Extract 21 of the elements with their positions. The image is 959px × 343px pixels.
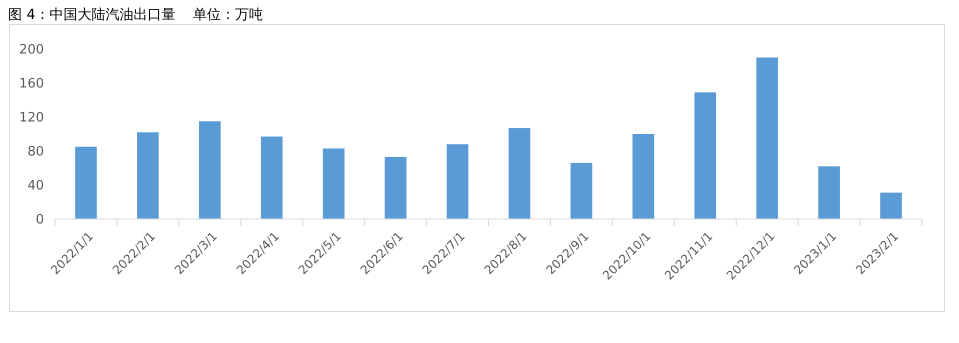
bar xyxy=(694,92,716,219)
bar xyxy=(508,128,530,219)
y-tick-label: 40 xyxy=(27,178,44,194)
bar xyxy=(75,146,97,219)
bar xyxy=(818,166,840,219)
bar xyxy=(260,136,283,219)
bar xyxy=(446,144,468,219)
y-tick-label: 80 xyxy=(27,144,44,160)
y-tick-label: 160 xyxy=(19,76,44,92)
bar xyxy=(198,121,221,219)
chart-title: 图 4：中国大陆汽油出口量 单位：万吨 xyxy=(8,7,264,23)
y-tick-label: 0 xyxy=(36,212,44,228)
bar xyxy=(384,156,406,219)
bar xyxy=(880,192,902,219)
y-tick-label: 200 xyxy=(19,42,44,58)
bar xyxy=(632,134,654,219)
y-tick-label: 120 xyxy=(19,110,44,126)
bar xyxy=(137,132,159,219)
bar xyxy=(570,162,592,219)
bar xyxy=(322,148,345,219)
bar xyxy=(756,58,778,219)
